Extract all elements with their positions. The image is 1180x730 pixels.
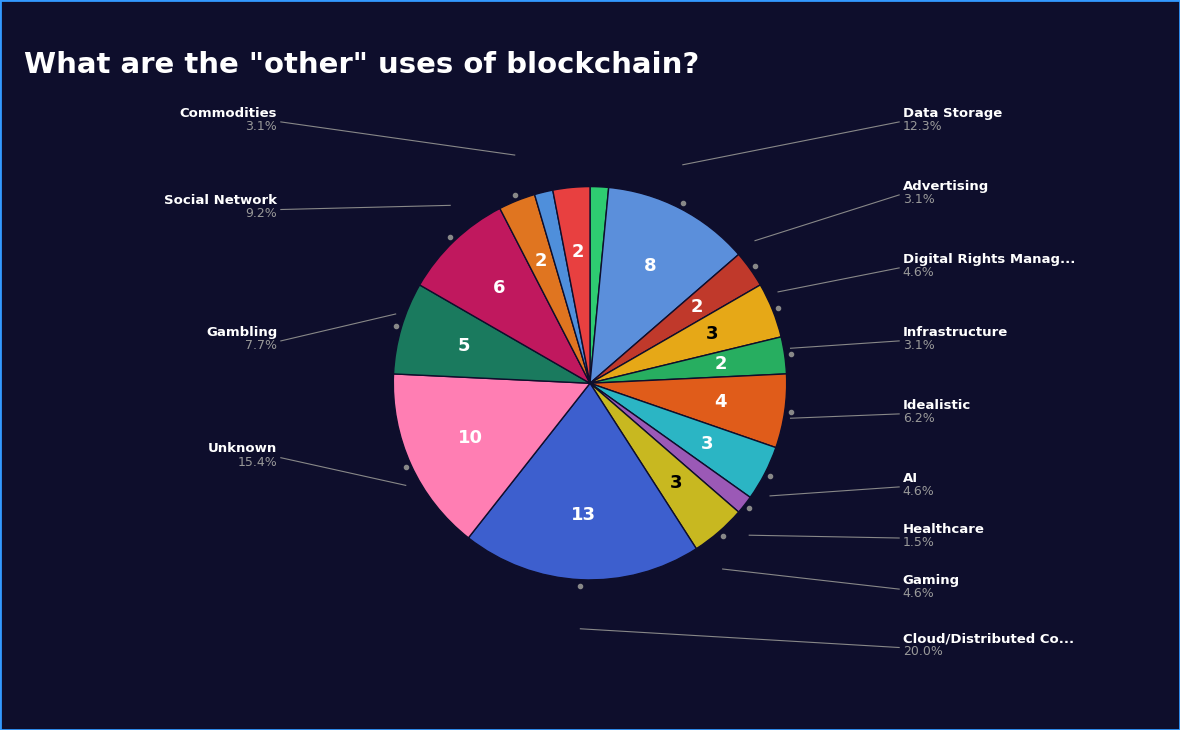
Wedge shape [394,285,590,383]
Wedge shape [590,383,750,512]
Text: 2: 2 [571,243,584,261]
Text: 8: 8 [644,257,657,275]
Text: 6: 6 [493,279,505,297]
Wedge shape [590,187,609,383]
Text: 4.6%: 4.6% [903,266,935,279]
Text: 3: 3 [706,326,719,343]
Wedge shape [393,374,590,538]
Text: Gambling: Gambling [206,326,277,339]
Text: 6.2%: 6.2% [903,412,935,425]
Text: 3: 3 [701,434,714,453]
Wedge shape [590,383,776,497]
Text: Infrastructure: Infrastructure [903,326,1008,339]
Wedge shape [590,374,787,447]
Wedge shape [535,190,590,383]
Text: 4.6%: 4.6% [903,587,935,600]
Text: Commodities: Commodities [179,107,277,120]
Text: 9.2%: 9.2% [245,207,277,220]
Text: 15.4%: 15.4% [237,456,277,469]
Wedge shape [590,383,739,549]
Text: 20.0%: 20.0% [903,645,943,658]
Text: Advertising: Advertising [903,180,989,193]
Text: Digital Rights Manag...: Digital Rights Manag... [903,253,1075,266]
Text: 3: 3 [670,474,682,492]
Text: 2: 2 [691,298,703,316]
Text: Data Storage: Data Storage [903,107,1002,120]
Text: 13: 13 [571,506,596,524]
Wedge shape [590,337,786,383]
Text: Cloud/Distributed Co...: Cloud/Distributed Co... [903,632,1074,645]
Wedge shape [590,255,760,383]
Text: What are the "other" uses of blockchain?: What are the "other" uses of blockchain? [24,51,699,79]
Text: 12.3%: 12.3% [903,120,943,133]
Text: 4.6%: 4.6% [903,485,935,498]
Text: 3.1%: 3.1% [903,339,935,352]
Text: 2: 2 [714,356,727,374]
Wedge shape [500,195,590,383]
Text: 10: 10 [458,429,483,447]
Text: 4: 4 [714,393,727,411]
Text: 5: 5 [458,337,470,355]
Text: 3.1%: 3.1% [903,193,935,206]
Text: Healthcare: Healthcare [903,523,984,536]
Text: Unknown: Unknown [208,442,277,456]
Wedge shape [590,285,781,383]
Text: Social Network: Social Network [164,194,277,207]
Wedge shape [468,383,696,580]
Wedge shape [420,209,590,383]
Text: Idealistic: Idealistic [903,399,971,412]
Text: 1.5%: 1.5% [903,536,935,549]
Text: AI: AI [903,472,918,485]
Text: 3.1%: 3.1% [245,120,277,133]
Text: 2: 2 [535,252,548,270]
Wedge shape [552,187,590,383]
Text: 7.7%: 7.7% [245,339,277,352]
Text: Gaming: Gaming [903,574,959,587]
Wedge shape [590,188,739,383]
